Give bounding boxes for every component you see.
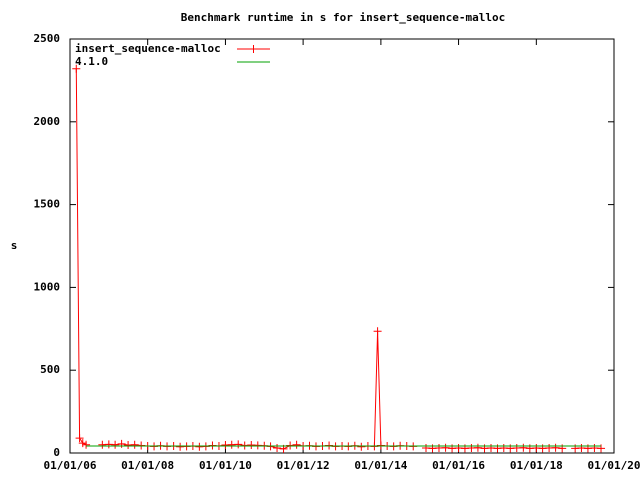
plot-border <box>69 38 615 454</box>
y-tick-label: 2500 <box>34 32 61 45</box>
x-tick-label: 01/01/10 <box>199 459 252 472</box>
point-marker <box>117 439 126 448</box>
y-tick-label: 1500 <box>34 198 61 211</box>
point-marker <box>551 443 560 452</box>
point-marker <box>78 439 87 448</box>
y-tick-label: 2000 <box>34 115 61 128</box>
point-marker <box>441 443 450 452</box>
x-tick-label: 01/01/08 <box>121 459 174 472</box>
point-marker <box>234 440 243 449</box>
x-tick-label: 01/01/20 <box>588 459 640 472</box>
x-tick-label: 01/01/16 <box>432 459 485 472</box>
point-marker <box>130 440 139 449</box>
point-marker <box>473 443 482 452</box>
x-tick-label: 01/01/12 <box>277 459 330 472</box>
point-marker <box>373 327 382 336</box>
legend-label: insert_sequence-malloc <box>75 42 221 55</box>
x-tick-label: 01/01/18 <box>510 459 563 472</box>
legend-marker <box>249 45 258 53</box>
y-tick-label: 1000 <box>34 280 61 293</box>
legend-label: 4.1.0 <box>75 55 108 68</box>
point-marker <box>111 440 120 449</box>
point-marker <box>357 442 366 451</box>
x-tick-label: 01/01/14 <box>354 459 407 472</box>
point-marker <box>292 440 301 449</box>
point-marker <box>72 64 81 73</box>
point-marker <box>273 444 282 453</box>
point-marker <box>82 440 91 449</box>
point-marker <box>519 443 528 452</box>
y-tick-label: 0 <box>53 446 60 459</box>
y-axis-label: s <box>11 239 18 252</box>
chart-title: Benchmark runtime in s for insert_sequen… <box>181 11 506 24</box>
y-tick-label: 500 <box>40 363 60 376</box>
point-marker <box>75 434 84 443</box>
x-tick-label: 01/01/06 <box>44 459 97 472</box>
